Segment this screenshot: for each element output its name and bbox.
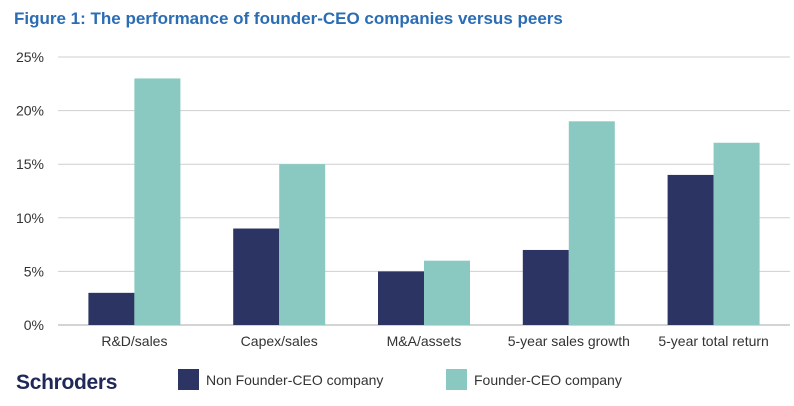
y-tick-label-0: 0%	[24, 317, 44, 333]
x-tick-label-4: 5-year total return	[658, 333, 769, 349]
legend-swatch-non-founder	[178, 369, 199, 390]
bar-founder-0	[134, 78, 181, 325]
bar-non-founder-2	[378, 271, 424, 325]
bar-non-founder-1	[233, 228, 280, 325]
legend-swatch-founder	[446, 369, 467, 390]
y-tick-label-4: 20%	[16, 103, 44, 119]
bar-non-founder-4	[667, 174, 714, 325]
y-tick-label-5: 25%	[16, 49, 44, 65]
y-tick-label-2: 10%	[16, 210, 44, 226]
x-tick-label-3: 5-year sales growth	[508, 333, 630, 349]
y-tick-label-3: 15%	[16, 156, 44, 172]
bar-founder-3	[568, 121, 615, 325]
bar-founder-1	[279, 164, 326, 325]
bar-chart: 0% 5% 10% 15% 20% 25% R&D/sales Capex/sales M&A/…	[16, 49, 790, 349]
bar-founder-4	[713, 142, 760, 325]
chart-title: Figure 1: The performance of founder-CEO…	[14, 9, 563, 28]
y-tick-label-1: 5%	[24, 263, 44, 279]
x-tick-label-1: Capex/sales	[241, 333, 318, 349]
legend-label-non-founder: Non Founder-CEO company	[206, 371, 384, 388]
legend-item-non-founder: Non Founder-CEO company	[178, 369, 383, 390]
bar-founder-2	[424, 260, 470, 325]
legend-label-founder: Founder-CEO company	[474, 371, 622, 388]
bar-non-founder-0	[88, 292, 135, 325]
legend-item-founder: Founder-CEO company	[446, 369, 622, 390]
x-tick-label-2: M&A/assets	[387, 333, 462, 349]
bar-non-founder-3	[522, 249, 569, 325]
x-tick-label-0: R&D/sales	[101, 333, 167, 349]
schroders-logo: Schroders	[16, 371, 118, 394]
